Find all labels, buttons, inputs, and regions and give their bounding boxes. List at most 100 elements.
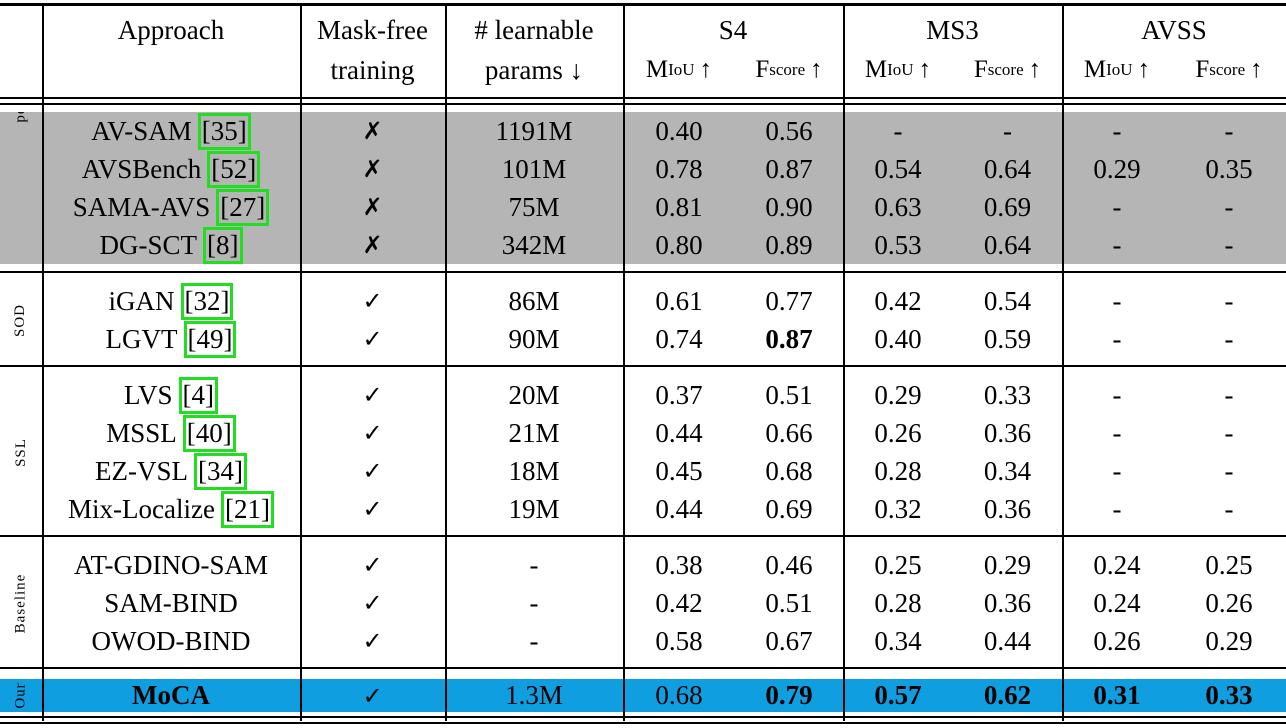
mask-free-cell: ✓ [300, 584, 445, 622]
score-cell: 0.44 [623, 490, 735, 528]
approach-name: LVS [123, 379, 173, 410]
score: 0.29 [983, 549, 1032, 580]
citation: [52] [207, 150, 261, 188]
score: 0.66 [765, 417, 813, 448]
mask-free-cell: ✗ [300, 150, 445, 188]
score-cell: 0.29 [953, 546, 1062, 584]
score-cell: 0.63 [843, 188, 953, 226]
citation: [4] [178, 376, 218, 414]
group-label: SSL [0, 372, 42, 532]
metric-base: F [1195, 56, 1210, 83]
score: 0.62 [983, 680, 1032, 710]
params: 90M [508, 323, 560, 354]
metric-arrow: ↑ [1028, 56, 1042, 83]
header-text: params ↓ [484, 54, 584, 85]
approach-name: AVSBench [81, 153, 202, 184]
approach-cell: MSSL [40] [42, 414, 300, 452]
dataset-name: AVSS [1141, 14, 1207, 45]
group-label-text: Baseline [12, 573, 29, 633]
score-cell: - [1062, 452, 1172, 490]
score: - [1224, 323, 1234, 354]
score: 0.44 [655, 493, 703, 524]
group-background [0, 679, 1286, 712]
params-cell: 342M [445, 226, 623, 264]
score-cell: 0.77 [735, 282, 843, 320]
rule [0, 97, 1286, 99]
score-cell: 0.61 [623, 282, 735, 320]
score: 0.33 [1205, 680, 1253, 710]
score: 0.78 [655, 153, 703, 184]
approach-cell: LVS [4] [42, 376, 300, 414]
score-cell: - [1062, 376, 1172, 414]
score: 0.42 [874, 285, 922, 316]
score-cell: - [1062, 414, 1172, 452]
mask-free-cell: ✓ [300, 490, 445, 528]
score-cell: - [1172, 320, 1286, 358]
score: 0.36 [983, 587, 1032, 618]
score: - [1112, 417, 1122, 448]
score: 0.36 [983, 493, 1032, 524]
score: 0.44 [983, 625, 1032, 656]
score: 0.53 [874, 229, 922, 260]
score: 0.67 [765, 625, 813, 656]
approach-name: SAMA-AVS [72, 191, 211, 222]
approach-name: OWOD-BIND [91, 625, 251, 656]
params-cell: 21M [445, 414, 623, 452]
rule [0, 667, 1286, 669]
score: 0.61 [655, 285, 703, 316]
group-background [0, 112, 1286, 264]
citation: [35] [197, 112, 251, 150]
params: 1191M [495, 115, 573, 146]
score: 0.80 [655, 229, 703, 260]
group-label: Baseline [0, 542, 42, 664]
approach-cell: iGAN [32] [42, 282, 300, 320]
mask-free-mark: ✓ [362, 457, 383, 485]
score: - [1224, 493, 1234, 524]
params: 101M [501, 153, 567, 184]
score-cell: 0.36 [953, 490, 1062, 528]
metric-base: F [755, 56, 770, 83]
metric-arrow: ↑ [918, 56, 932, 83]
score-cell: 0.51 [735, 584, 843, 622]
score-cell: - [1172, 226, 1286, 264]
params: 21M [508, 417, 560, 448]
score: 0.40 [655, 115, 703, 146]
params-cell: 75M [445, 188, 623, 226]
score-cell: 0.42 [843, 282, 953, 320]
score: 0.54 [874, 153, 922, 184]
params-cell: - [445, 584, 623, 622]
score: - [1112, 229, 1122, 260]
group-label-text: SOD [12, 303, 29, 337]
metric-sub: score [987, 60, 1024, 79]
mask-free-mark: ✗ [362, 155, 383, 183]
score-cell: 0.78 [623, 150, 735, 188]
params: 18M [508, 455, 560, 486]
score: 0.68 [655, 680, 703, 710]
group-label: pe [0, 112, 42, 264]
params-cell: - [445, 622, 623, 660]
score: 0.89 [765, 229, 813, 260]
score-cell: 0.90 [735, 188, 843, 226]
header-cell: M IoU ↑ [623, 50, 735, 90]
column-rule [300, 5, 302, 721]
header-text: # learnable [474, 14, 594, 45]
score: 0.46 [765, 549, 813, 580]
score-cell: 0.45 [623, 452, 735, 490]
header-cell: AVSS [1062, 10, 1286, 50]
mask-free-mark: ✓ [362, 589, 383, 617]
rule [0, 103, 1286, 105]
score-cell: 0.80 [623, 226, 735, 264]
score-cell: - [1172, 112, 1286, 150]
score: 0.35 [1205, 153, 1253, 184]
score-cell: - [843, 112, 953, 150]
group-label-text: pe [12, 112, 29, 123]
approach-cell: LGVT [49] [42, 320, 300, 358]
column-rule [623, 5, 625, 721]
score-cell: 0.56 [735, 112, 843, 150]
score: 0.79 [765, 680, 813, 710]
score-cell: 0.29 [1062, 150, 1172, 188]
rule [0, 365, 1286, 367]
approach-cell: SAMA-AVS [27] [42, 188, 300, 226]
